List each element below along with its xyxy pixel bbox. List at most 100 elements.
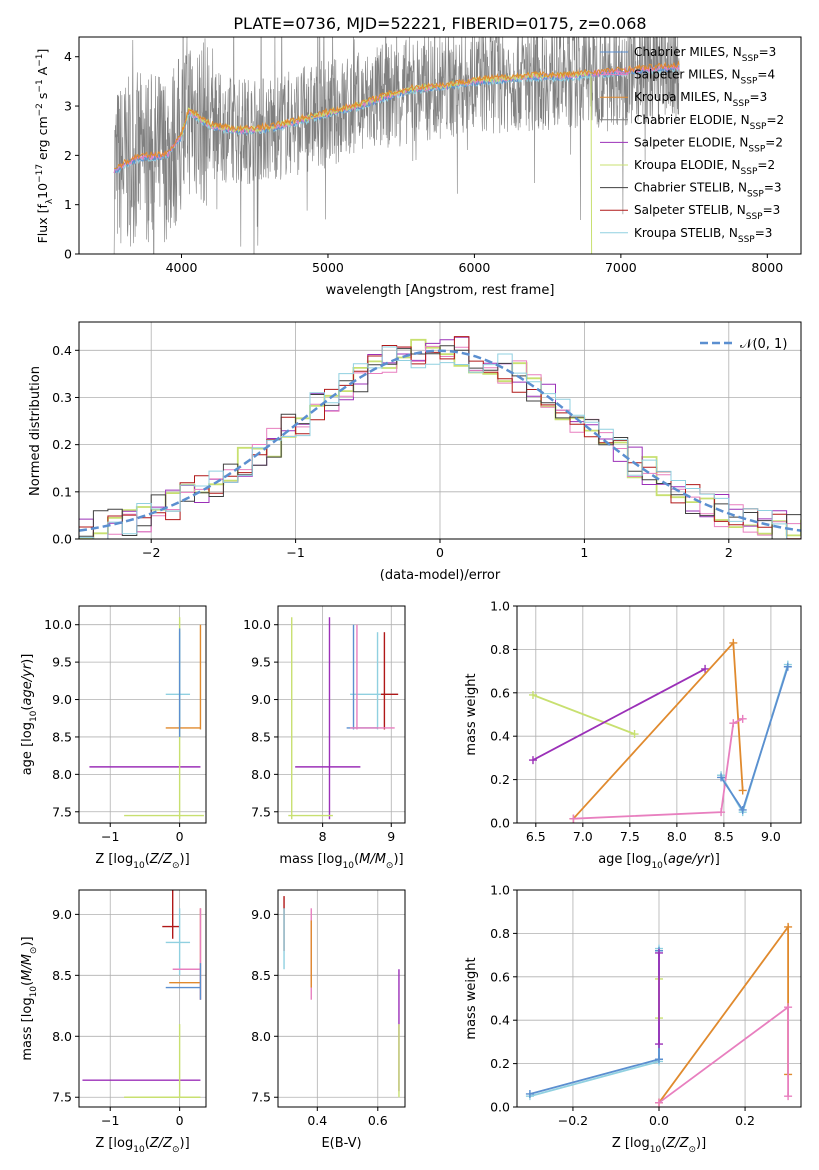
age-z-ytick-label-1: 8.0 bbox=[52, 767, 72, 782]
spectrum-panel: 4000 5000 6000 7000 8000 0 1 2 3 4 Chabrier MILES,… bbox=[35, 36, 802, 298]
hist-xtick-label-3: 1 bbox=[580, 545, 588, 560]
mw-z-marker-3-1 bbox=[655, 948, 663, 957]
mw-age-xtick-label-5: 9.0 bbox=[761, 829, 781, 844]
mw-age-series-1 bbox=[532, 668, 706, 761]
legend-label-7: Salpeter STELIB, NSSP=3 bbox=[634, 203, 780, 222]
spectrum-ytick-label-2: 2 bbox=[64, 148, 72, 163]
mw-age-ytick-label-0: 0.0 bbox=[490, 816, 510, 831]
mw-z-ytick-label-1: 0.2 bbox=[490, 1056, 510, 1071]
age-mass-panel: 8 9 7.5 8.0 8.5 9.0 9.5 10.0 mass [log10(M/M⊙)] bbox=[243, 605, 406, 871]
mass-z-frame bbox=[78, 889, 207, 1108]
age-z-ytick-label-5: 10.0 bbox=[44, 617, 72, 632]
mw-z-marker-1-1 bbox=[655, 1055, 663, 1064]
hist-xtick-label-2: 0 bbox=[436, 545, 444, 560]
mw-age-ylabel: mass weight bbox=[464, 673, 479, 755]
spectrum-ytick-label-3: 3 bbox=[64, 99, 72, 114]
hist-legend-label: 𝒩(0, 1) bbox=[740, 337, 787, 352]
legend-label-5: Kroupa ELODIE, NSSP=2 bbox=[634, 158, 775, 177]
mass-ebv-panel: 0.4 0.6 7.5 8.0 8.5 9.0 E(B-V) bbox=[251, 889, 406, 1151]
hist-xlabel: (data-model)/error bbox=[380, 568, 501, 583]
hist-xtick-label-0: −2 bbox=[142, 545, 160, 560]
mass-z-plot-area bbox=[82, 890, 202, 1098]
spectrum-frame bbox=[78, 36, 802, 255]
legend-label-8: Kroupa STELIB, NSSP=3 bbox=[634, 226, 772, 245]
hist-plot-area bbox=[79, 336, 801, 539]
age-z-ytick-label-3: 9.0 bbox=[52, 692, 72, 707]
age-z-xtick-label-1: 0 bbox=[176, 829, 184, 844]
legend-label-6: Chabrier STELIB, NSSP=3 bbox=[634, 181, 782, 200]
mw-age-xtick-label-4: 8.5 bbox=[714, 829, 734, 844]
spectrum-xtick-label-3: 7000 bbox=[605, 260, 637, 275]
mw-z-series-5 bbox=[658, 1005, 789, 1104]
mw-z-ytick-label-5: 1.0 bbox=[490, 883, 510, 898]
mw-z-series-4 bbox=[658, 924, 789, 1104]
mass-z-ylabel: mass [log10(M/M⊙)] bbox=[20, 936, 39, 1060]
mw-age-marker-3-3 bbox=[738, 714, 747, 723]
mw-age-xtick-label-1: 7.0 bbox=[573, 829, 593, 844]
mass-z-ytick-label-1: 8.0 bbox=[52, 1029, 72, 1044]
age-mass-ytick-label-5: 10.0 bbox=[243, 617, 271, 632]
mass-ebv-ytick-label-0: 7.5 bbox=[251, 1090, 271, 1105]
mw-age-xtick-label-2: 7.5 bbox=[620, 829, 640, 844]
mass-ebv-xtick-label-0: 0.4 bbox=[307, 1113, 327, 1128]
age-z-plot-area bbox=[89, 617, 204, 820]
model-line-kroupa_miles bbox=[114, 60, 680, 170]
age-mass-xtick-label-1: 9 bbox=[387, 829, 395, 844]
age-z-xlabel: Z [log10(Z/Z⊙)] bbox=[95, 852, 189, 871]
mw-age-marker-3-0 bbox=[569, 814, 578, 823]
mass-ebv-frame bbox=[277, 889, 406, 1108]
mw-age-series-3 bbox=[573, 717, 744, 820]
mw-age-panel: 6.5 7.0 7.5 8.0 8.5 9.0 0.0 0.2 0.4 0.6 0.8 1.0 age … bbox=[464, 599, 802, 871]
mw-z-marker-5-0 bbox=[655, 1098, 663, 1107]
mass-ebv-ytick-label-2: 8.5 bbox=[251, 968, 271, 983]
hist-ytick-label-4: 0.4 bbox=[52, 343, 72, 358]
mass-ebv-xlabel: E(B-V) bbox=[321, 1136, 361, 1151]
spectrum-xtick-label-4: 8000 bbox=[751, 260, 783, 275]
age-mass-ytick-label-1: 8.0 bbox=[251, 767, 271, 782]
mw-age-ytick-label-2: 0.4 bbox=[490, 729, 510, 744]
mw-z-xtick-label-0: −0.2 bbox=[558, 1113, 588, 1128]
mw-age-ytick-label-4: 0.8 bbox=[490, 642, 510, 657]
mw-age-series-2 bbox=[572, 640, 744, 820]
mw-age-marker-5-0 bbox=[717, 773, 726, 782]
legend-label-1: Salpeter MILES, NSSP=4 bbox=[634, 68, 775, 87]
mw-z-ytick-label-0: 0.0 bbox=[490, 1100, 510, 1115]
hist-ytick-label-0: 0.0 bbox=[52, 532, 72, 547]
mw-age-marker-5-2 bbox=[783, 662, 792, 671]
mass-z-panel: −1 0 7.5 8.0 8.5 9.0 Z [log10(Z/Z⊙)] mass [log1… bbox=[20, 889, 207, 1155]
age-z-ytick-label-4: 9.5 bbox=[52, 655, 72, 670]
figure-title: PLATE=0736, MJD=52221, FIBERID=0175, z=0… bbox=[233, 14, 646, 33]
mw-age-marker-2-1 bbox=[729, 638, 738, 647]
mw-age-marker-1-0 bbox=[528, 756, 537, 765]
mw-age-marker-5-1 bbox=[738, 805, 747, 814]
mw-z-marker-3-0 bbox=[655, 1040, 663, 1049]
mass-ebv-ytick-label-3: 9.0 bbox=[251, 907, 271, 922]
mw-z-ylabel: mass weight bbox=[464, 957, 479, 1039]
age-z-frame bbox=[78, 605, 207, 824]
spectrum-ylabel: Flux [fλ10−17 erg cm−2 s−1 A−1] bbox=[35, 49, 55, 244]
age-mass-ytick-label-4: 9.5 bbox=[251, 655, 271, 670]
age-z-xtick-label-0: −1 bbox=[101, 829, 119, 844]
mw-age-ytick-label-1: 0.2 bbox=[490, 772, 510, 787]
mass-ebv-plot-area bbox=[283, 896, 400, 1098]
spectrum-ytick-label-4: 4 bbox=[64, 49, 72, 64]
age-mass-plot-area bbox=[288, 617, 399, 820]
legend-label-0: Chabrier MILES, NSSP=3 bbox=[634, 45, 776, 64]
mass-z-ytick-label-2: 8.5 bbox=[52, 968, 72, 983]
mw-z-xlabel: Z [log10(Z/Z⊙)] bbox=[612, 1136, 706, 1155]
spectrum-xlabel: wavelength [Angstrom, rest frame] bbox=[326, 283, 555, 298]
hist-xtick-label-4: 2 bbox=[725, 545, 733, 560]
age-mass-xlabel: mass [log10(M/M⊙)] bbox=[279, 852, 403, 871]
legend-label-2: Kroupa MILES, NSSP=3 bbox=[634, 90, 767, 109]
spectrum-ytick-label-0: 0 bbox=[64, 247, 72, 262]
mass-z-xlabel: Z [log10(Z/Z⊙)] bbox=[95, 1136, 189, 1155]
mw-z-ytick-label-4: 0.8 bbox=[490, 926, 510, 941]
mw-z-series-1 bbox=[529, 950, 660, 1095]
mw-age-ytick-label-3: 0.6 bbox=[490, 685, 510, 700]
mw-z-series-0 bbox=[529, 948, 660, 1098]
mw-age-ytick-label-5: 1.0 bbox=[490, 599, 510, 614]
mw-age-xtick-label-3: 8.0 bbox=[667, 829, 687, 844]
legend-label-3: Chabrier ELODIE, NSSP=2 bbox=[634, 113, 784, 132]
mw-age-frame bbox=[516, 605, 802, 824]
